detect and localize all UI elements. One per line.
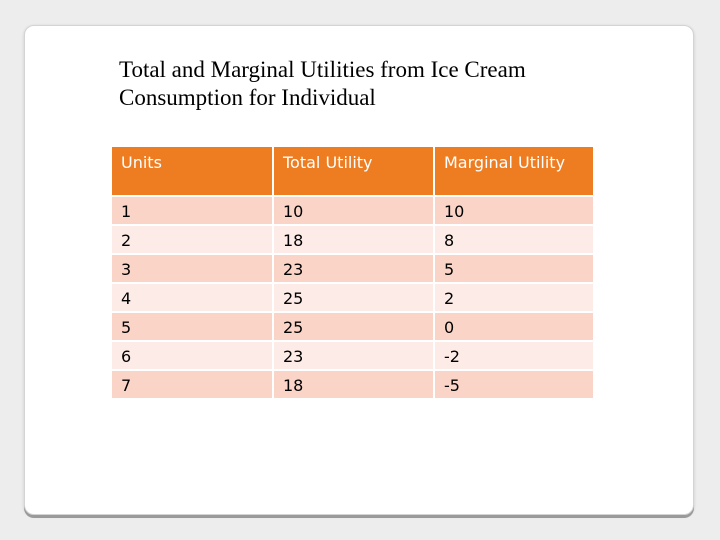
cell-marginal-utility: 0: [433, 311, 595, 342]
table-row: 4 25 2: [110, 282, 595, 313]
cell-total-utility: 10: [272, 195, 435, 226]
cell-marginal-utility: 5: [433, 253, 595, 284]
table-row: 3 23 5: [110, 253, 595, 284]
slide-title: Total and Marginal Utilities from Ice Cr…: [119, 56, 589, 112]
table-body: 1 10 10 2 18 8 3 23 5 4 25 2 5 25 0 6 23…: [110, 195, 595, 400]
cell-marginal-utility: 8: [433, 224, 595, 255]
cell-marginal-utility: 2: [433, 282, 595, 313]
cell-units: 6: [110, 340, 274, 371]
cell-total-utility: 25: [272, 282, 435, 313]
utility-table: Units Total Utility Marginal Utility 1 1…: [110, 145, 595, 400]
table-header: Units Total Utility Marginal Utility: [110, 145, 595, 197]
cell-total-utility: 25: [272, 311, 435, 342]
header-row: Units Total Utility Marginal Utility: [110, 145, 595, 197]
cell-units: 5: [110, 311, 274, 342]
cell-total-utility: 23: [272, 253, 435, 284]
cell-units: 4: [110, 282, 274, 313]
cell-units: 3: [110, 253, 274, 284]
table-row: 1 10 10: [110, 195, 595, 226]
table-row: 5 25 0: [110, 311, 595, 342]
cell-units: 7: [110, 369, 274, 400]
cell-units: 2: [110, 224, 274, 255]
table-row: 2 18 8: [110, 224, 595, 255]
cell-marginal-utility: -2: [433, 340, 595, 371]
cell-marginal-utility: 10: [433, 195, 595, 226]
cell-units: 1: [110, 195, 274, 226]
title-line-2: Consumption for Individual: [119, 85, 376, 110]
table-row: 6 23 -2: [110, 340, 595, 371]
cell-total-utility: 23: [272, 340, 435, 371]
title-line-1: Total and Marginal Utilities from Ice Cr…: [119, 57, 526, 82]
cell-total-utility: 18: [272, 224, 435, 255]
header-total-utility: Total Utility: [272, 145, 435, 197]
cell-marginal-utility: -5: [433, 369, 595, 400]
cell-total-utility: 18: [272, 369, 435, 400]
header-units: Units: [110, 145, 274, 197]
header-marginal-utility: Marginal Utility: [433, 145, 595, 197]
table-row: 7 18 -5: [110, 369, 595, 400]
